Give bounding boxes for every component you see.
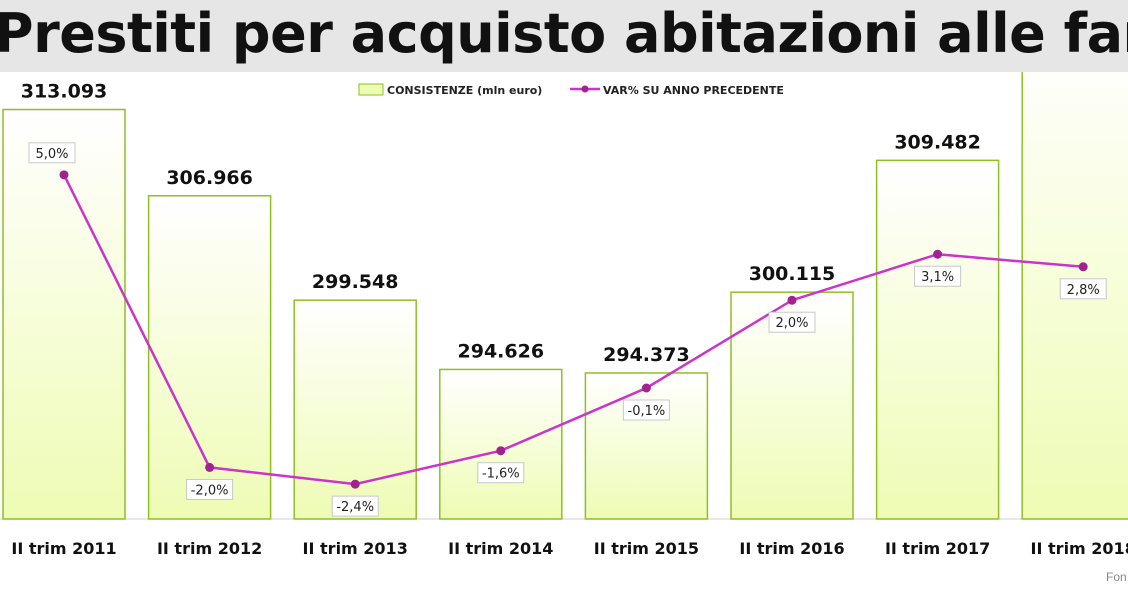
bar-label-0: 313.093	[21, 81, 108, 103]
line-label-box-2	[331, 495, 379, 517]
legend-line-label: VAR% SU ANNO PRECEDENTE	[603, 84, 784, 97]
line-point-5	[787, 295, 797, 305]
series-line	[62, 174, 1084, 486]
bar-4	[584, 372, 709, 520]
source-fragment: Fon	[1106, 570, 1127, 584]
tick-label-2: II trim 2013	[303, 539, 408, 558]
line-label-box-3	[477, 462, 525, 484]
line-label-6: 3,1%	[921, 270, 954, 285]
tick-label-5: II trim 2016	[739, 539, 844, 558]
line-label-box-0	[28, 142, 76, 164]
line-point-0	[59, 170, 69, 180]
tick-label-6: II trim 2017	[885, 539, 990, 558]
line-point-2	[350, 479, 360, 489]
tick-label-1: II trim 2012	[157, 539, 262, 558]
bar-label-2: 299.548	[312, 271, 399, 293]
x-tick-labels: II trim 2011 II trim 2012 II trim 2013 II t…	[11, 539, 1128, 558]
line-series	[59, 170, 1088, 489]
line-label-box-1	[186, 478, 234, 500]
title-band: Prestiti per acquisto abitazioni alle fa…	[0, 0, 1128, 72]
chart-title: Prestiti per acquisto abitazioni alle fa…	[0, 2, 1128, 65]
legend-bar-swatch	[358, 83, 384, 96]
legend-line-marker	[581, 85, 589, 93]
line-point-6	[933, 249, 943, 259]
line-label-0: 5,0%	[35, 147, 68, 162]
bar-label-3: 294.626	[458, 340, 545, 362]
line-label-box-7	[1059, 278, 1107, 300]
tick-label-4: II trim 2015	[594, 539, 699, 558]
tick-label-3: II trim 2014	[448, 539, 553, 558]
line-label-1: -2,0%	[191, 483, 229, 498]
line-point-1	[205, 462, 215, 472]
tick-label-7: II trim 2018	[1031, 539, 1128, 558]
chart: CONSISTENZE (mln euro) VAR% SU ANNO PRECE…	[0, 72, 1128, 558]
line-point-3	[496, 446, 506, 456]
line-label-4: -0,1%	[628, 404, 666, 419]
tick-label-0: II trim 2011	[11, 539, 116, 558]
legend-bar-label: CONSISTENZE (mln euro)	[387, 84, 542, 97]
bar-6	[875, 159, 1000, 520]
line-label-2: -2,4%	[336, 500, 374, 515]
line-label-box-4	[622, 399, 670, 421]
line-label-box-6	[914, 265, 962, 287]
bar-value-labels: 313.093 306.966 299.548 294.626 294.373 300.1…	[21, 81, 981, 366]
line-point-4	[641, 383, 651, 393]
bar-label-5: 300.115	[749, 263, 836, 285]
bar-label-4: 294.373	[603, 344, 690, 366]
bar-3	[439, 368, 563, 520]
line-label-5: 2,0%	[775, 316, 808, 331]
line-label-3: -1,6%	[482, 467, 520, 482]
line-point-7	[1078, 262, 1088, 272]
line-value-labels: 5,0% -2,0% -2,4% -1,6% -0,1% 2,0% 3,1% 2,8%	[28, 142, 1107, 517]
bar-label-1: 306.966	[166, 167, 253, 189]
line-label-box-5	[768, 311, 816, 333]
line-label-7: 2,8%	[1067, 283, 1100, 298]
bar-label-6: 309.482	[894, 131, 981, 153]
legend: CONSISTENZE (mln euro) VAR% SU ANNO PRECE…	[358, 83, 784, 97]
